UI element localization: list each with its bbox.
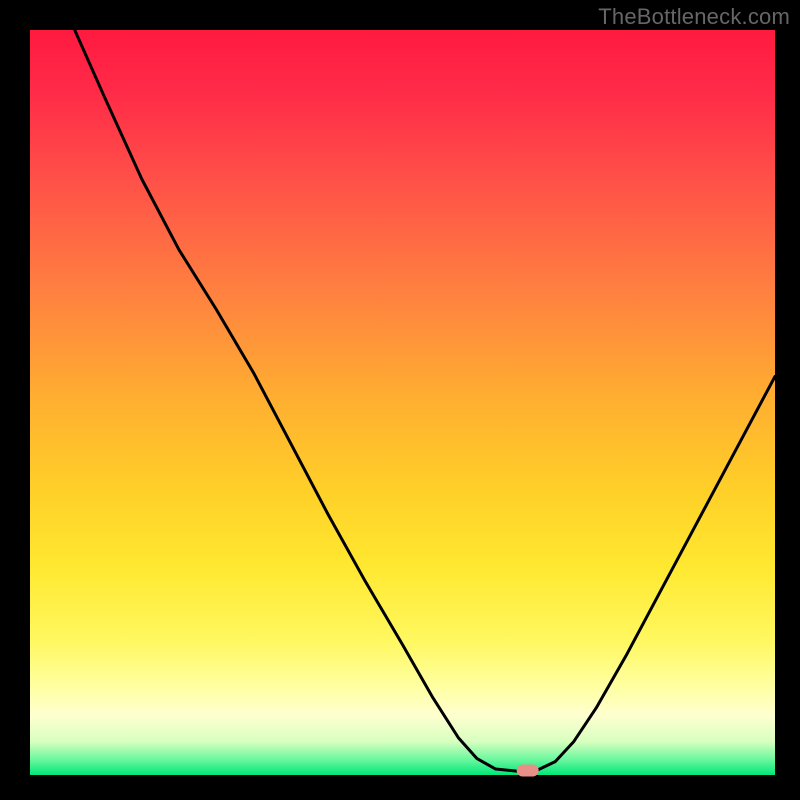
chart-stage: TheBottleneck.com bbox=[0, 0, 800, 800]
optimal-marker bbox=[517, 765, 539, 777]
watermark-text: TheBottleneck.com bbox=[598, 4, 790, 30]
bottleneck-curve-chart bbox=[0, 0, 800, 800]
gradient-background bbox=[30, 30, 775, 775]
